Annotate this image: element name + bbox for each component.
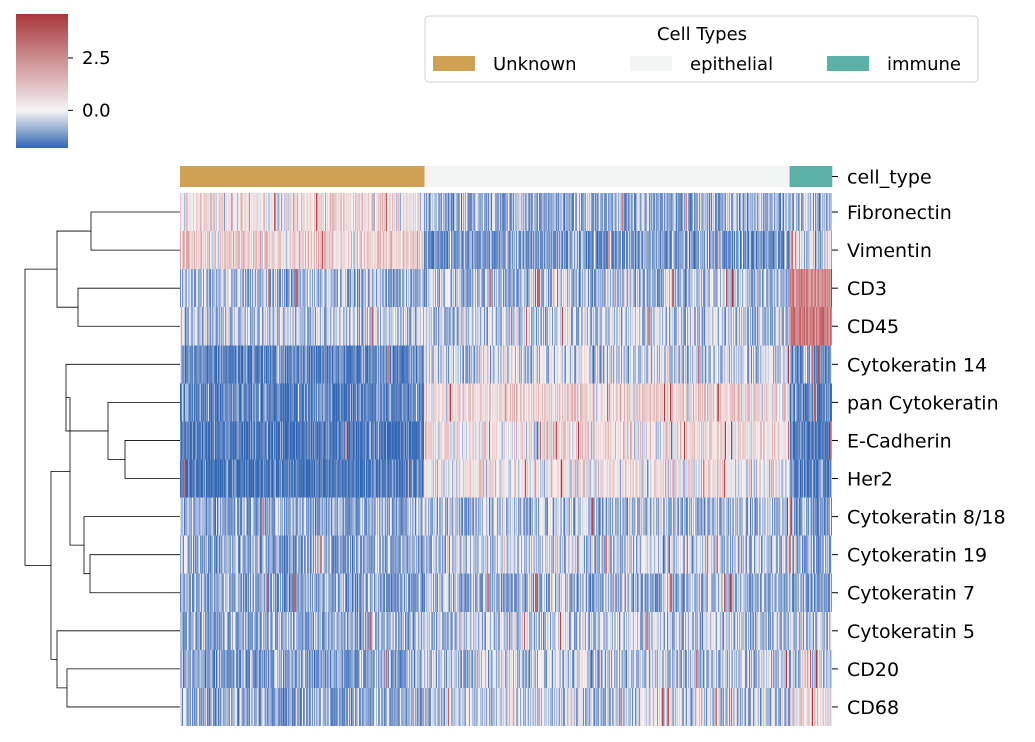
row-label: Cytokeratin 7	[847, 583, 975, 605]
legend-entries: Unknown epithelial immune	[433, 54, 961, 75]
colorbar: 2.5 0.0	[16, 14, 111, 148]
colorbar-ticks: 2.5 0.0	[68, 48, 111, 121]
dendrogram-link	[89, 554, 180, 594]
dendrogram-link	[24, 268, 57, 566]
legend-label: epithelial	[690, 54, 773, 75]
row-label: Vimentin	[847, 240, 932, 262]
dendrogram-link	[124, 440, 180, 479]
annotation-segment	[180, 166, 425, 187]
row-label: CD20	[847, 659, 899, 681]
dendrogram-link	[66, 668, 180, 708]
dendrogram-link	[90, 211, 180, 251]
legend-swatch	[433, 56, 475, 71]
colorbar-gradient	[16, 14, 68, 148]
heatmap-grid	[180, 193, 832, 726]
colorbar-tick-label: 2.5	[82, 48, 111, 69]
row-label: Cytokeratin 5	[847, 621, 975, 643]
row-label: Cytokeratin 8/18	[847, 507, 1006, 529]
row-dendrogram	[24, 211, 180, 708]
legend-swatch	[630, 56, 672, 71]
legend-label: immune	[887, 54, 961, 75]
row-label: Cytokeratin 19	[847, 545, 987, 567]
row-label: E-Cadherin	[847, 430, 952, 452]
legend: Cell Types Unknown epithelial immune	[424, 15, 979, 83]
dendrogram-link	[56, 630, 180, 689]
legend-title: Cell Types	[657, 24, 747, 45]
row-label: CD68	[847, 697, 899, 719]
annotation-segment	[424, 166, 790, 187]
dendrogram-link	[56, 230, 91, 308]
dendrogram-link	[65, 363, 180, 432]
row-label: CD45	[847, 316, 899, 338]
dendrogram-link	[77, 287, 180, 327]
row-label: pan Cytokeratin	[847, 392, 999, 414]
row-label: Cytokeratin 14	[847, 354, 987, 376]
row-label: CD3	[847, 278, 887, 300]
legend-label: Unknown	[493, 54, 577, 75]
colorbar-tick-label: 0.0	[82, 100, 111, 121]
heatmap-cells	[180, 193, 832, 726]
row-label: Her2	[847, 469, 893, 491]
annotation-segment	[789, 166, 833, 187]
annotation-label: cell_type	[847, 167, 932, 189]
cell-type-annotation-bar: cell_type	[180, 166, 932, 189]
dendrogram-link	[83, 516, 180, 575]
row-labels: Fibronectin Vimentin CD3 CD45 Cytokeratin 14…	[832, 202, 1006, 719]
row-label: Fibronectin	[847, 202, 952, 224]
legend-swatch	[827, 56, 869, 71]
dendrogram-link	[107, 401, 180, 460]
